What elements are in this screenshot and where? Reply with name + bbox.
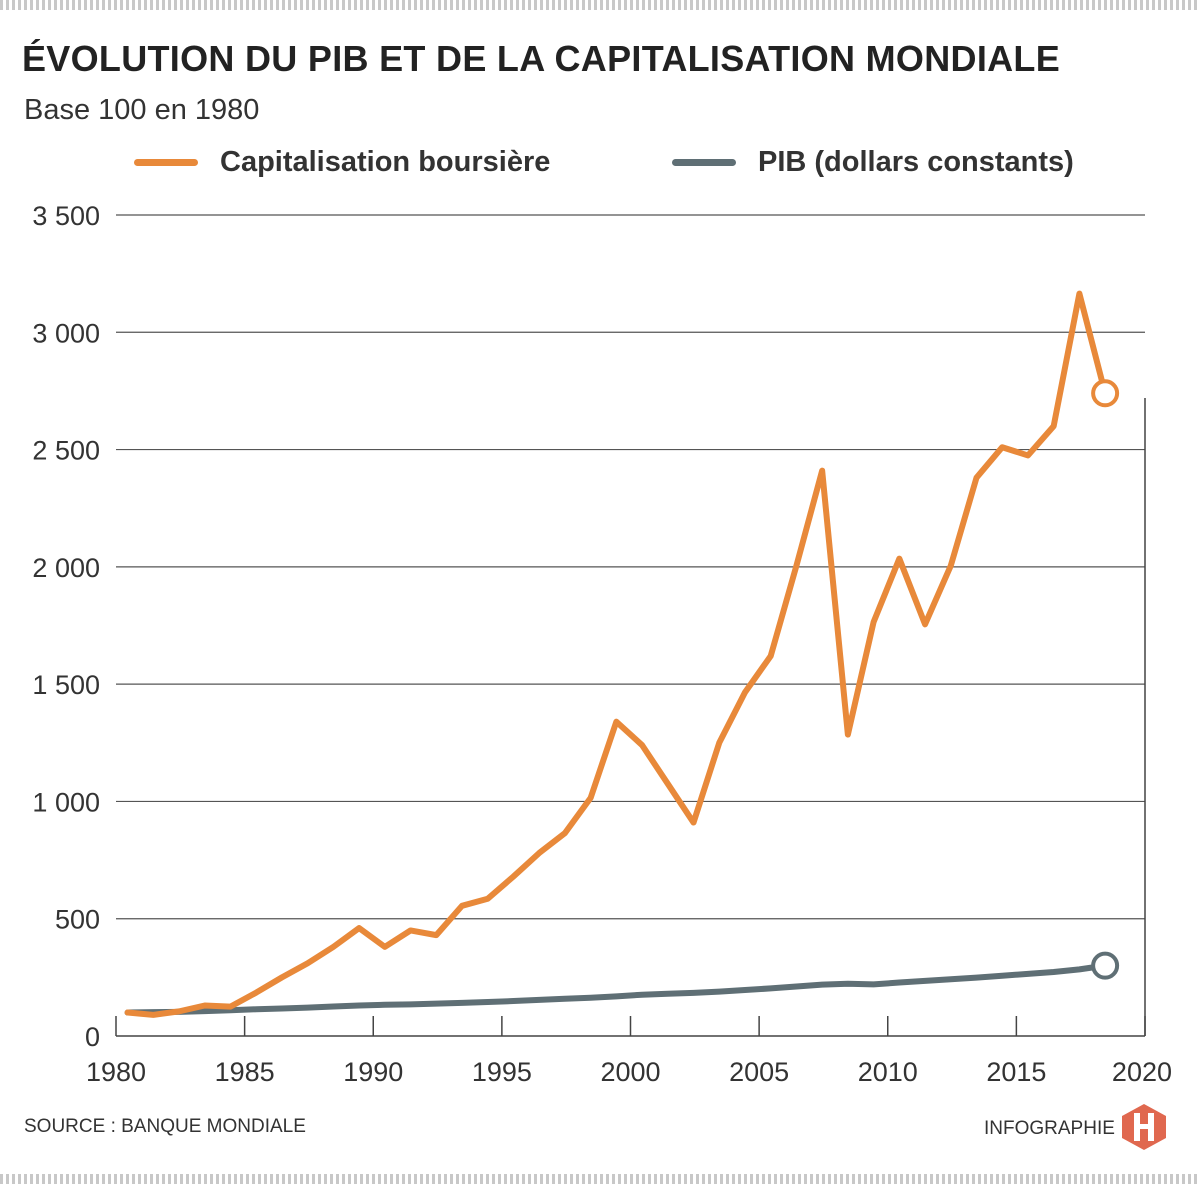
legend-swatch-pib	[672, 159, 736, 166]
y-tick-label: 1 000	[32, 787, 100, 817]
x-tick-label: 2015	[986, 1057, 1046, 1087]
y-tick-label: 0	[85, 1022, 100, 1052]
x-tick-label: 1990	[343, 1057, 403, 1087]
legend-label-cap: Capitalisation boursière	[220, 146, 551, 178]
y-tick-label: 3 000	[32, 318, 100, 348]
x-tick-label: 1995	[472, 1057, 532, 1087]
logo-icon	[1122, 1104, 1166, 1150]
y-tick-label: 2 500	[32, 436, 100, 466]
y-tick-label: 2 000	[32, 553, 100, 583]
x-tick-label: 1985	[215, 1057, 275, 1087]
x-tick-label: 2020	[1112, 1057, 1172, 1087]
chart-title: ÉVOLUTION DU PIB ET DE LA CAPITALISATION…	[22, 38, 1061, 79]
legend-item-pib: PIB (dollars constants)	[672, 146, 1074, 179]
x-tick-label: 2005	[729, 1057, 789, 1087]
capitalisation-line-end-marker	[1091, 379, 1120, 408]
y-tick-label: 500	[55, 905, 100, 935]
x-tick-label: 2010	[858, 1057, 918, 1087]
chart-subtitle: Base 100 en 1980	[24, 94, 260, 126]
x-tick-label: 1980	[86, 1057, 146, 1087]
bottom-border	[0, 1174, 1200, 1184]
top-border	[0, 0, 1200, 10]
pib-line-end-marker	[1091, 951, 1120, 980]
credit-label: INFOGRAPHIE	[984, 1118, 1115, 1139]
legend-label-pib: PIB (dollars constants)	[758, 146, 1074, 178]
y-tick-label: 3 500	[32, 201, 100, 231]
legend-item-cap: Capitalisation boursière	[134, 146, 550, 179]
x-tick-label: 2000	[600, 1057, 660, 1087]
source-note: SOURCE : BANQUE MONDIALE	[24, 1116, 306, 1137]
capitalisation-line	[124, 290, 1109, 1018]
y-tick-label: 1 500	[32, 670, 100, 700]
pib-line	[124, 962, 1109, 1016]
legend-swatch-cap	[134, 159, 198, 166]
